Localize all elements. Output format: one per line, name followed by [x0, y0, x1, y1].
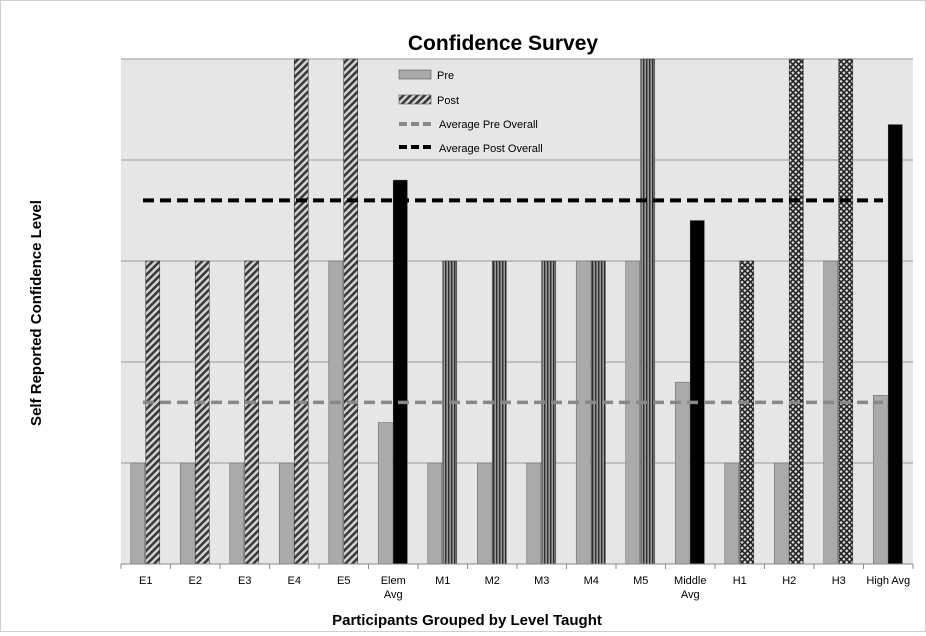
x-tick-label: E5 — [337, 575, 350, 587]
legend-label-pre: Pre — [437, 70, 454, 82]
x-tick-label: Elem Avg — [381, 575, 406, 601]
bar-post — [293, 58, 309, 565]
x-tick-label: Middle Avg — [674, 575, 706, 601]
bar-pre — [328, 260, 344, 565]
bar-post — [392, 179, 408, 565]
bar-pre — [130, 462, 146, 565]
x-tick-label: M4 — [584, 575, 599, 587]
chart-title: Confidence Survey — [408, 32, 599, 55]
bar-post — [145, 260, 161, 565]
bar-pre — [427, 462, 443, 565]
legend: Pre Post Average Pre Overall Average Pos… — [398, 69, 543, 155]
bar-post — [887, 124, 903, 565]
bar-post — [739, 260, 755, 565]
bar-pre — [179, 462, 195, 565]
bar-pre — [625, 260, 641, 565]
bar-pre — [724, 462, 740, 565]
bar-post — [590, 260, 606, 565]
bar-post — [194, 260, 210, 565]
bar-post — [689, 220, 705, 565]
legend-swatch-pre — [398, 69, 432, 80]
legend-swatch-post — [398, 94, 432, 105]
reference-lines — [143, 198, 883, 405]
x-tick-label: High Avg — [866, 575, 910, 587]
bar-pre — [773, 462, 789, 565]
x-tick-label: M5 — [633, 575, 648, 587]
y-axis-title: Self Reported Confidence Level — [28, 200, 45, 426]
bar-post — [788, 58, 804, 565]
x-tick-label: E4 — [288, 575, 301, 587]
x-tick-label: E1 — [139, 575, 152, 587]
bar-pre — [278, 462, 294, 565]
x-tick-label: M3 — [534, 575, 549, 587]
x-tick-label: M1 — [435, 575, 450, 587]
x-tick-label: H2 — [782, 575, 796, 587]
bar-pre — [526, 462, 542, 565]
bar-pre — [377, 422, 393, 565]
bar-pre — [823, 260, 839, 565]
x-tick-label: H1 — [733, 575, 747, 587]
legend-label-average-pre: Average Pre Overall — [439, 119, 538, 131]
bar-pre — [575, 260, 591, 565]
bar-post — [442, 260, 458, 565]
bar-post — [838, 58, 854, 565]
bar-post — [244, 260, 260, 565]
x-tick-label: E2 — [189, 575, 202, 587]
bar-pre — [674, 381, 690, 565]
x-tick-label: M2 — [485, 575, 500, 587]
x-axis-title: Participants Grouped by Level Taught — [332, 612, 602, 629]
bar-post — [491, 260, 507, 565]
bar-pre — [872, 395, 888, 565]
bar-post — [541, 260, 557, 565]
legend-label-average-post: Average Post Overall — [439, 143, 543, 155]
bar-pre — [476, 462, 492, 565]
x-axis-ticks: E1 E2 E3 E4 E5 Elem Avg M1 M2 M3 M4 M5 Middle Avg H1 H2… — [120, 564, 914, 601]
bar-post — [640, 58, 656, 565]
bar-post — [343, 58, 359, 565]
bar-pre — [229, 462, 245, 565]
x-tick-label: E3 — [238, 575, 251, 587]
legend-label-post: Post — [437, 95, 459, 107]
x-tick-label: H3 — [832, 575, 846, 587]
post-series — [145, 58, 903, 565]
